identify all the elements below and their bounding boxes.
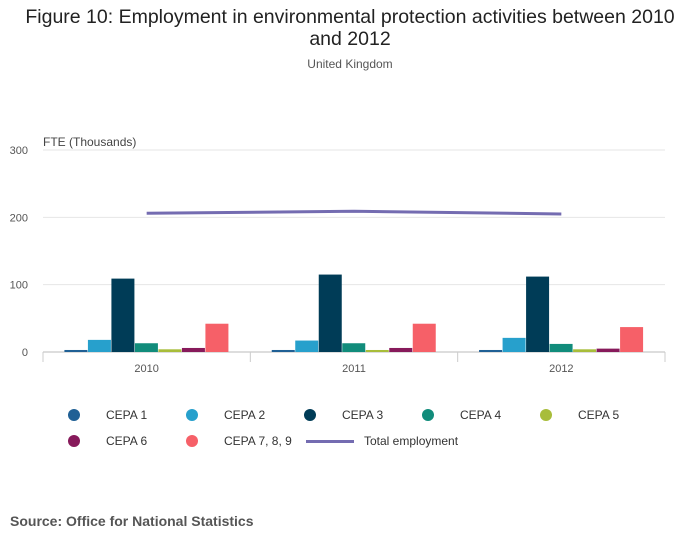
legend-swatch-cepa-7-8-9 <box>186 435 198 447</box>
source-note: Source: Office for National Statistics <box>10 513 254 529</box>
legend-item-cepa-7-8-9[interactable]: CEPA 7, 8, 9 <box>178 431 296 451</box>
legend-item-cepa-3[interactable]: CEPA 3 <box>296 405 414 425</box>
legend-item-total-employment[interactable]: Total employment <box>296 431 486 451</box>
bar-cepa-3 <box>318 274 342 352</box>
chart-legend: CEPA 1 CEPA 2 CEPA 3 CEPA 4 CEPA 5 CEPA … <box>60 405 660 451</box>
bar-cepa-6 <box>389 347 413 352</box>
legend-swatch-cepa-5 <box>540 409 552 421</box>
bar-cepa-2 <box>87 339 111 352</box>
bar-cepa-5 <box>573 349 597 352</box>
chart-subtitle: United Kingdom <box>307 57 393 71</box>
bar-cepa-1 <box>479 349 503 352</box>
legend-label-cepa-2: CEPA 2 <box>224 408 266 422</box>
bar-cepa-6 <box>596 348 620 352</box>
bar-cepa-4 <box>342 343 366 352</box>
bar-cepa-6 <box>181 347 205 352</box>
y-tick-label: 100 <box>10 280 28 292</box>
legend-label-cepa-5: CEPA 5 <box>578 408 620 422</box>
line-total-employment <box>146 209 562 216</box>
legend-label-cepa-3: CEPA 3 <box>342 408 384 422</box>
legend-swatch-cepa-1 <box>68 409 80 421</box>
y-tick-label: 200 <box>10 212 28 224</box>
legend-swatch-cepa-3 <box>304 409 316 421</box>
bar-cepa-7-8-9 <box>205 323 229 352</box>
legend-label-cepa-6: CEPA 6 <box>106 434 148 448</box>
bar-cepa-7-8-9 <box>412 323 436 352</box>
chart-title: Figure 10: Employment in environmental p… <box>25 6 675 50</box>
y-axis-title: FTE (Thousands) <box>43 135 136 149</box>
legend-swatch-cepa-6 <box>68 435 80 447</box>
x-tick-label: 2010 <box>134 363 158 375</box>
legend-swatch-cepa-2 <box>186 409 198 421</box>
legend-label-cepa-4: CEPA 4 <box>460 408 502 422</box>
bar-cepa-7-8-9 <box>620 327 644 352</box>
bar-cepa-2 <box>502 337 526 352</box>
bar-cepa-1 <box>271 349 295 352</box>
legend-item-cepa-1[interactable]: CEPA 1 <box>60 405 178 425</box>
bar-cepa-5 <box>158 349 182 352</box>
bar-cepa-3 <box>111 278 135 352</box>
legend-item-cepa-4[interactable]: CEPA 4 <box>414 405 532 425</box>
legend-item-cepa-6[interactable]: CEPA 6 <box>60 431 178 451</box>
bar-cepa-4 <box>134 343 158 352</box>
bar-cepa-5 <box>365 349 389 352</box>
x-tick-label: 2012 <box>549 363 573 375</box>
x-tick-label: 2011 <box>342 363 366 375</box>
legend-swatch-total-employment <box>306 439 354 443</box>
chart-plot: 0 100 200 300 FTE (Thousands) 2010 2011 2012 <box>10 135 666 375</box>
legend-swatch-cepa-4 <box>422 409 434 421</box>
bar-cepa-3 <box>526 276 550 352</box>
bar-cepa-2 <box>295 340 319 352</box>
legend-item-cepa-2[interactable]: CEPA 2 <box>178 405 296 425</box>
legend-label-cepa-7-8-9: CEPA 7, 8, 9 <box>224 434 292 448</box>
legend-item-cepa-5[interactable]: CEPA 5 <box>532 405 650 425</box>
y-tick-label: 300 <box>10 145 28 157</box>
legend-label-cepa-1: CEPA 1 <box>106 408 148 422</box>
bar-cepa-1 <box>64 349 88 352</box>
legend-label-total-employment: Total employment <box>364 434 459 448</box>
y-tick-label: 0 <box>22 347 28 359</box>
bar-cepa-4 <box>549 343 573 352</box>
